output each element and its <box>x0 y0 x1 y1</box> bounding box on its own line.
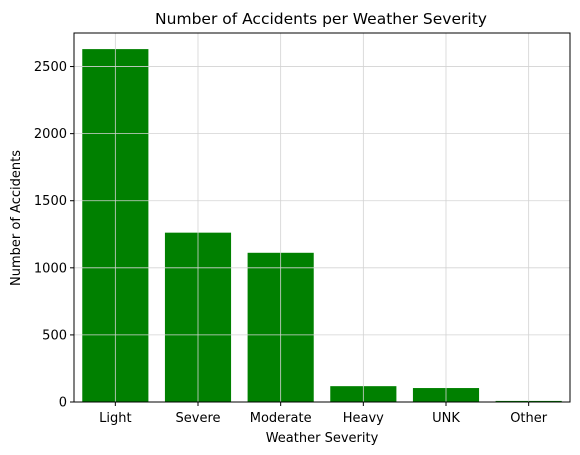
x-tick-label: Other <box>510 411 548 426</box>
y-tick-label: 500 <box>42 328 67 343</box>
chart-title: Number of Accidents per Weather Severity <box>155 10 487 28</box>
x-axis-ticks: Light Severe Moderate Heavy UNK Other <box>99 402 548 426</box>
y-tick-label: 2500 <box>34 60 67 75</box>
y-tick-label: 2000 <box>34 127 67 142</box>
plot-frame <box>73 32 571 403</box>
y-tick-label: 1000 <box>34 261 67 276</box>
y-axis-ticks: 0 500 1000 1500 2000 2500 <box>34 60 74 411</box>
x-tick-label: UNK <box>432 411 460 426</box>
bars <box>82 49 562 403</box>
x-tick-label: Moderate <box>250 411 312 426</box>
y-tick-label: 0 <box>59 396 67 411</box>
y-tick-label: 1500 <box>34 194 67 209</box>
x-axis-label: Weather Severity <box>266 431 379 446</box>
x-tick-label: Severe <box>176 411 221 426</box>
y-axis-label: Number of Accidents <box>9 150 24 286</box>
x-tick-label: Heavy <box>343 411 384 426</box>
x-tick-label: Light <box>99 411 131 426</box>
